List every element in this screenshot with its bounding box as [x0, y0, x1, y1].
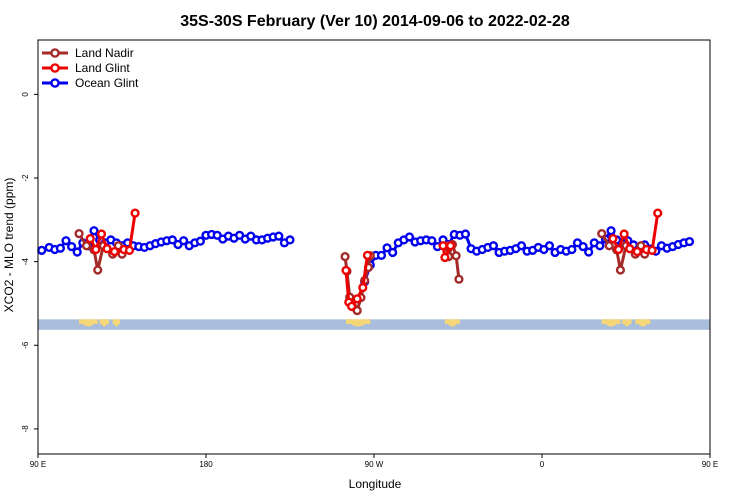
ocean-glint-point [274, 231, 284, 241]
series-layer [37, 208, 695, 316]
ocean-glint-point [567, 244, 577, 255]
land-glint-point [352, 294, 362, 304]
land-glint-point [358, 282, 368, 293]
ocean-glint-point [404, 232, 415, 242]
ocean-glint-point [37, 245, 47, 255]
land-mass [346, 319, 371, 325]
land-glint-point [647, 245, 657, 255]
land-nadir-point [340, 252, 350, 262]
land-nadir-point [604, 241, 614, 251]
land-mass [622, 319, 632, 325]
ocean-glint-point [544, 241, 555, 251]
land-glint-point [362, 250, 373, 260]
y-tick-label: -8 [21, 425, 30, 433]
y-tick-label: -4 [21, 258, 30, 266]
ocean-glint-point [606, 226, 616, 236]
legend-item-ocean-glint: Ocean Glint [42, 76, 139, 90]
ocean-glint-point [460, 229, 471, 239]
ocean-glint-point [285, 235, 295, 245]
land-mass [601, 319, 621, 325]
land-glint-point [632, 247, 642, 257]
y-tick-label: -2 [21, 174, 30, 182]
land-mass [112, 319, 121, 325]
legend-swatch-marker [50, 78, 60, 88]
land-glint-point [438, 241, 448, 251]
land-nadir-point [615, 265, 626, 275]
series-land-glint [85, 208, 663, 311]
legend-label: Land Glint [75, 61, 130, 75]
land-nadir-point [93, 265, 103, 275]
ocean-glint-point [516, 241, 527, 251]
legend-swatch-marker [50, 48, 60, 58]
land-glint-point [85, 234, 95, 244]
land-ocean-strip [38, 319, 710, 330]
x-axis: 90 E 180 90 W 0 90 E [30, 454, 718, 469]
y-tick-label: 0 [21, 92, 30, 97]
land-glint-point [96, 229, 107, 239]
land-glint-point [102, 244, 112, 254]
x-tick-label: 90 E [30, 460, 46, 469]
ocean-glint-point [89, 226, 99, 236]
legend-label: Land Nadir [75, 46, 134, 60]
ocean-glint-point [195, 236, 206, 246]
x-tick-label: 0 [540, 460, 545, 469]
land-nadir-point [74, 229, 84, 239]
ocean-glint-point [595, 241, 605, 251]
land-nadir-point [352, 305, 362, 316]
land-mass [635, 319, 651, 325]
ocean-glint-point [179, 236, 189, 246]
ocean-glint-point [61, 236, 71, 246]
ocean-glint-point [66, 241, 77, 252]
ocean-glint-point [167, 235, 178, 245]
y-axis: 0 -2 -4 -6 -8 [21, 92, 38, 433]
land-glint-line [344, 255, 369, 308]
land-glint-point [109, 247, 120, 257]
chart-title: 35S-30S February (Ver 10) 2014-09-06 to … [180, 13, 570, 30]
land-glint-point [91, 244, 101, 255]
ocean-glint-point [684, 236, 695, 247]
ocean-glint-point [382, 243, 392, 253]
y-axis-label: XCO2 - MLO trend (ppm) [2, 178, 16, 313]
ocean-glint-point [584, 247, 594, 257]
legend-swatch-marker [50, 63, 60, 73]
land-mass [99, 319, 109, 325]
land-nadir-point [597, 229, 607, 239]
x-tick-label: 90 W [365, 460, 384, 469]
land-glint-point [445, 241, 456, 251]
land-glint-point [124, 245, 135, 255]
ocean-glint-point [55, 243, 66, 253]
land-nadir-point [81, 241, 92, 251]
legend-label: Ocean Glint [75, 76, 139, 90]
x-tick-label: 90 E [702, 460, 718, 469]
ocean-glint-point [488, 241, 499, 251]
ocean-glint-point [376, 250, 387, 260]
x-tick-label: 180 [199, 460, 213, 469]
land-glint-point [440, 252, 450, 263]
land-glint-point [625, 244, 635, 254]
x-axis-label: Longitude [349, 477, 402, 491]
land-glint-point [347, 301, 357, 311]
legend-item-land-nadir: Land Nadir [42, 46, 134, 60]
y-tick-label: -6 [21, 341, 30, 349]
land-glint-point [619, 229, 629, 239]
land-glint-point [653, 208, 663, 218]
land-glint-point [341, 265, 351, 276]
land-glint-point [613, 244, 624, 255]
land-mass [79, 319, 98, 325]
ocean-glint-point [388, 247, 398, 258]
land-glint-point [130, 208, 140, 218]
land-glint-point [608, 234, 618, 244]
ocean-glint-point [72, 247, 82, 257]
ocean-glint-point [427, 236, 437, 246]
land-mass [444, 319, 460, 325]
ocean-band [38, 319, 710, 330]
land-nadir-point [454, 274, 464, 284]
land-nadir-point [451, 251, 461, 261]
ocean-glint-point [578, 241, 588, 252]
legend-item-land-glint: Land Glint [42, 61, 130, 75]
